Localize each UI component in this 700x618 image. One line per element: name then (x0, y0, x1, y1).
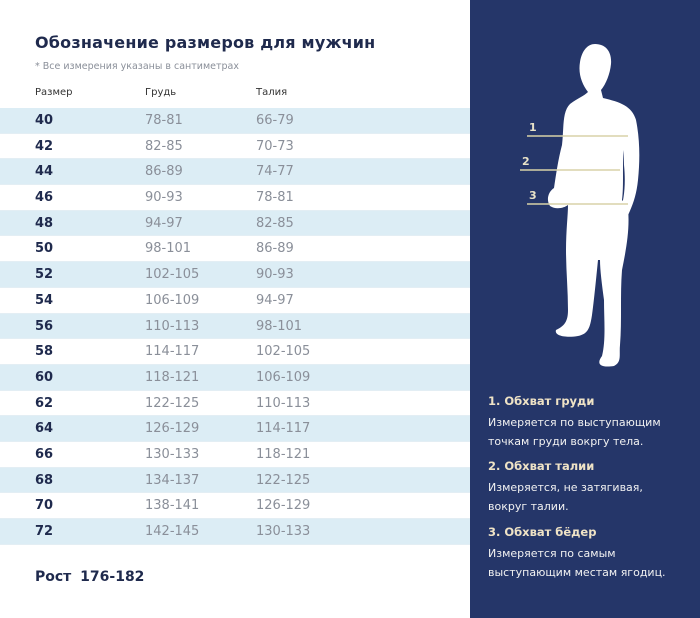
height-label: Рост 176-182 (35, 569, 145, 585)
body-silhouette-icon (547, 44, 640, 367)
chest-cell: 114-117 (145, 344, 200, 360)
size-cell: 48 (35, 215, 54, 231)
chest-info-text: Измеряется по выступающим (488, 416, 661, 429)
table-row: 70 138-141 126-129 (0, 493, 470, 519)
marker-3: 3 (529, 189, 537, 202)
table-row: 54 106-109 94-97 (0, 288, 470, 314)
size-cell: 68 (35, 472, 54, 488)
hip-info: 3. Обхват бёдер Измеряется по самым выст… (488, 523, 666, 582)
chest-cell: 126-129 (145, 421, 200, 437)
table-row: 42 82-85 70-73 (0, 134, 470, 160)
table-row: 46 90-93 78-81 (0, 185, 470, 211)
hip-info-title: 3. Обхват бёдер (488, 525, 597, 539)
waist-cell: 90-93 (256, 267, 294, 283)
waist-cell: 126-129 (256, 498, 311, 514)
body-silhouette-figure: 1 2 3 (520, 44, 640, 367)
size-cell: 70 (35, 498, 54, 514)
size-cell: 72 (35, 524, 54, 539)
waist-info: 2. Обхват талии Измеряется, не затягивая… (488, 457, 643, 516)
chest-cell: 94-97 (145, 215, 183, 231)
marker-1: 1 (529, 121, 537, 134)
chest-cell: 90-93 (145, 190, 183, 206)
waist-cell: 82-85 (256, 215, 294, 231)
size-table: 40 78-81 66-79 42 82-85 70-73 44 86-89 74-77 46 90… (0, 108, 470, 545)
chest-cell: 86-89 (145, 164, 183, 180)
chest-cell: 102-105 (145, 267, 200, 283)
table-row: 60 118-121 106-109 (0, 364, 470, 391)
column-header-chest: Грудь (145, 87, 177, 98)
waist-cell: 70-73 (256, 138, 294, 154)
size-cell: 66 (35, 446, 54, 462)
table-row: 52 102-105 90-93 (0, 262, 470, 288)
chest-cell: 78-81 (145, 113, 183, 128)
table-row: 40 78-81 66-79 (0, 108, 470, 134)
waist-cell: 118-121 (256, 446, 311, 462)
size-cell: 56 (35, 318, 54, 334)
measurement-panel: 1 2 3 1. Обхват груди Измеряется по выст… (470, 0, 700, 618)
table-row: 62 122-125 110-113 (0, 391, 470, 417)
size-cell: 64 (35, 421, 54, 437)
table-row: 58 114-117 102-105 (0, 339, 470, 365)
chest-cell: 134-137 (145, 472, 200, 488)
units-note: * Все измерения указаны в сантиметрах (35, 61, 239, 72)
chest-cell: 122-125 (145, 395, 200, 411)
column-header-size: Размер (35, 87, 73, 98)
chest-cell: 82-85 (145, 138, 183, 154)
page-title: Обозначение размеров для мужчин (35, 33, 376, 52)
table-row: 64 126-129 114-117 (0, 416, 470, 442)
waist-cell: 106-109 (256, 369, 311, 385)
chest-cell: 118-121 (145, 369, 200, 385)
table-row: 72 142-145 130-133 (0, 519, 470, 545)
size-cell: 46 (35, 190, 54, 206)
size-cell: 40 (35, 113, 54, 128)
waist-cell: 110-113 (256, 395, 311, 411)
marker-2: 2 (522, 155, 530, 168)
waist-info-title: 2. Обхват талии (488, 459, 595, 473)
size-chart: Обозначение размеров для мужчин * Все из… (0, 33, 470, 585)
table-row: 48 94-97 82-85 (0, 210, 470, 237)
size-cell: 62 (35, 395, 54, 411)
chest-cell: 142-145 (145, 524, 200, 539)
waist-cell: 78-81 (256, 190, 294, 206)
chest-info-title: 1. Обхват груди (488, 394, 595, 408)
chest-cell: 106-109 (145, 292, 200, 308)
table-row: 50 98-101 86-89 (0, 236, 470, 263)
size-cell: 54 (35, 292, 54, 308)
chest-cell: 110-113 (145, 318, 200, 334)
size-cell: 60 (35, 369, 54, 385)
chest-info-text: точкам груди вокргу тела. (488, 435, 644, 448)
waist-cell: 122-125 (256, 472, 311, 488)
waist-cell: 102-105 (256, 344, 311, 360)
size-cell: 44 (35, 164, 54, 180)
size-cell: 58 (35, 344, 54, 360)
chest-info: 1. Обхват груди Измеряется по выступающи… (488, 392, 661, 451)
waist-info-text: Измеряется, не затягивая, (488, 481, 643, 494)
chest-cell: 138-141 (145, 498, 200, 514)
hip-info-text: Измеряется по самым (488, 547, 616, 560)
waist-info-text: вокруг талии. (488, 500, 569, 513)
waist-cell: 74-77 (256, 164, 294, 180)
waist-cell: 66-79 (256, 113, 294, 128)
table-row: 56 110-113 98-101 (0, 313, 470, 340)
waist-cell: 98-101 (256, 318, 303, 334)
waist-cell: 94-97 (256, 292, 294, 308)
size-cell: 52 (35, 267, 54, 283)
table-row: 68 134-137 122-125 (0, 467, 470, 494)
waist-cell: 114-117 (256, 421, 311, 437)
column-header-waist: Талия (256, 87, 288, 98)
table-row: 66 130-133 118-121 (0, 442, 470, 468)
waist-cell: 130-133 (256, 524, 311, 539)
size-cell: 50 (35, 241, 54, 257)
size-cell: 42 (35, 138, 54, 154)
chest-cell: 98-101 (145, 241, 192, 257)
waist-cell: 86-89 (256, 241, 294, 257)
chest-cell: 130-133 (145, 446, 200, 462)
table-row: 44 86-89 74-77 (0, 159, 470, 186)
hip-info-text: выступающим местам ягодиц. (488, 566, 666, 579)
